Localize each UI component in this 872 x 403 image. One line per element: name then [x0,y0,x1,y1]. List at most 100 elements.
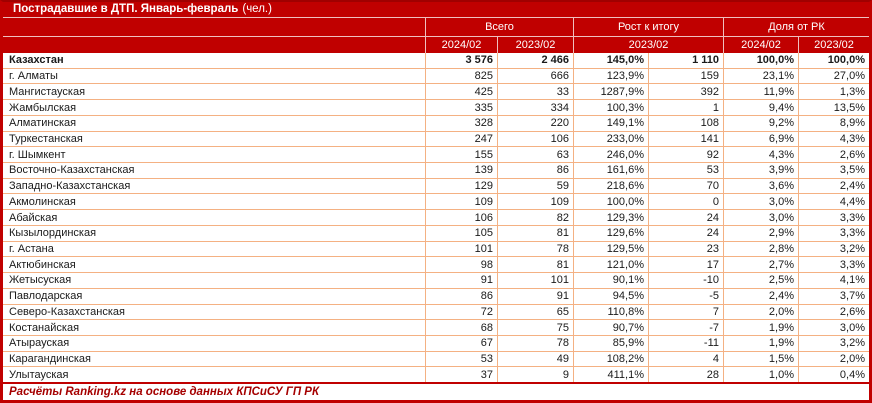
total-2024-cell: 101 [425,241,497,257]
share-2024-cell: 6,9% [723,131,798,147]
header-growth-2023: 2023/02 [573,37,723,53]
table-row: Атырауская 67 78 85,9% -11 1,9% 3,2% [3,335,869,352]
share-2024-cell: 1,9% [723,335,798,351]
total-2023-cell: 75 [497,320,573,335]
region-name-cell: г. Шымкент [9,148,66,161]
growth-abs-cell: 28 [648,367,723,383]
growth-abs-cell: -7 [648,320,723,335]
share-2023-cell: 3,7% [798,288,869,304]
share-2024-cell: 1,9% [723,320,798,335]
total-2024-cell: 109 [425,194,497,210]
share-2023-cell: 3,3% [798,210,869,225]
growth-pct-cell: 108,2% [573,351,648,367]
total-2024-cell: 98 [425,257,497,273]
table-row: Восточно-Казахстанская 139 86 161,6% 53 … [3,163,869,179]
region-name-cell: г. Алматы [9,70,58,83]
growth-pct-cell: 100,3% [573,100,648,115]
share-2024-cell: 2,5% [723,273,798,288]
table-row: Костанайская 68 75 90,7% -7 1,9% 3,0% [3,320,869,336]
share-2023-cell: 1,3% [798,84,869,100]
table-row: Жетысуская 91 101 90,1% -10 2,5% 4,1% [3,273,869,289]
share-2023-cell: 2,0% [798,351,869,367]
table-row: г. Алматы 825 666 123,9% 159 23,1% 27,0% [3,68,869,85]
total-2023-cell: 78 [497,241,573,257]
region-name-cell: Костанайская [9,321,80,334]
share-2024-cell: 2,7% [723,257,798,273]
region-name-cell: Павлодарская [9,290,83,303]
region-name-cell: Акмолинская [9,195,76,208]
total-2024-cell: 425 [425,84,497,100]
total-2023-cell: 33 [497,84,573,100]
share-2024-cell: 3,0% [723,210,798,225]
growth-pct-cell: 233,0% [573,131,648,147]
share-2023-cell: 4,1% [798,273,869,288]
share-2024-cell: 23,1% [723,68,798,84]
share-2023-cell: 8,9% [798,115,869,131]
total-2024-cell: 86 [425,288,497,304]
share-2024-cell: 3,9% [723,163,798,178]
share-2023-cell: 3,5% [798,163,869,178]
growth-pct-cell: 85,9% [573,335,648,351]
share-2023-cell: 3,2% [798,241,869,257]
header-sub-row: 2024/02 2023/02 2023/02 2024/02 2023/02 [3,37,869,53]
growth-abs-cell: 24 [648,225,723,241]
total-2023-cell: 666 [497,68,573,84]
table-row: Акмолинская 109 109 100,0% 0 3,0% 4,4% [3,194,869,211]
share-2023-cell: 2,4% [798,178,869,194]
total-2024-cell: 825 [425,68,497,84]
growth-pct-cell: 129,3% [573,210,648,225]
growth-pct-cell: 110,8% [573,304,648,320]
total-2023-cell: 78 [497,335,573,351]
total-2024-cell: 68 [425,320,497,335]
growth-pct-cell: 218,6% [573,178,648,194]
growth-abs-cell: 92 [648,147,723,163]
table-row: Кызылординская 105 81 129,6% 24 2,9% 3,3… [3,225,869,242]
share-2023-cell: 3,3% [798,225,869,241]
title-unit: (чел.) [242,3,272,15]
total-2023-cell: 86 [497,163,573,178]
growth-abs-cell: 159 [648,68,723,84]
total-2023-cell: 82 [497,210,573,225]
region-name-cell: Северо-Казахстанская [9,305,125,318]
total-2023-cell: 63 [497,147,573,163]
table-row: Актюбинская 98 81 121,0% 17 2,7% 3,3% [3,257,869,274]
share-2023-cell: 2,6% [798,304,869,320]
table-row: Карагандинская 53 49 108,2% 4 1,5% 2,0% [3,351,869,368]
source-note-text: Расчёты Ranking.kz на основе данных КПСи… [9,386,320,398]
region-name-cell: Туркестанская [9,132,83,145]
growth-pct-cell: 161,6% [573,163,648,178]
share-2023-cell: 13,5% [798,100,869,115]
total-2023-cell: 101 [497,273,573,288]
region-name-cell: Мангистауская [9,85,86,98]
share-2024-cell: 2,0% [723,304,798,320]
total-2023-cell: 109 [497,194,573,210]
growth-abs-cell: -10 [648,273,723,288]
region-name-cell: Улытауская [9,368,69,381]
growth-abs-cell: 24 [648,210,723,225]
share-2024-cell: 100,0% [723,53,798,68]
header-total-2024: 2024/02 [425,37,497,53]
growth-pct-cell: 149,1% [573,115,648,131]
share-2024-cell: 9,2% [723,115,798,131]
header-total-2023: 2023/02 [497,37,573,53]
table-row: Северо-Казахстанская 72 65 110,8% 7 2,0%… [3,304,869,321]
table-row: г. Астана 101 78 129,5% 23 2,8% 3,2% [3,241,869,258]
share-2024-cell: 1,0% [723,367,798,383]
share-2023-cell: 4,3% [798,131,869,147]
growth-pct-cell: 94,5% [573,288,648,304]
share-2023-cell: 27,0% [798,68,869,84]
region-name-cell: Карагандинская [9,353,91,366]
growth-pct-cell: 145,0% [573,53,648,68]
header-region-blank [3,18,425,36]
total-2023-cell: 81 [497,257,573,273]
total-2023-cell: 2 466 [497,53,573,68]
total-2023-cell: 9 [497,367,573,383]
table-row: Улытауская 37 9 411,1% 28 1,0% 0,4% [3,367,869,383]
table-body: Казахстан 3 576 2 466 145,0% 1 110 100,0… [3,53,869,383]
share-2023-cell: 3,3% [798,257,869,273]
total-2024-cell: 335 [425,100,497,115]
table-row: Павлодарская 86 91 94,5% -5 2,4% 3,7% [3,288,869,305]
share-2024-cell: 1,5% [723,351,798,367]
source-note: Расчёты Ranking.kz на основе данных КПСи… [3,382,869,400]
growth-pct-cell: 100,0% [573,194,648,210]
